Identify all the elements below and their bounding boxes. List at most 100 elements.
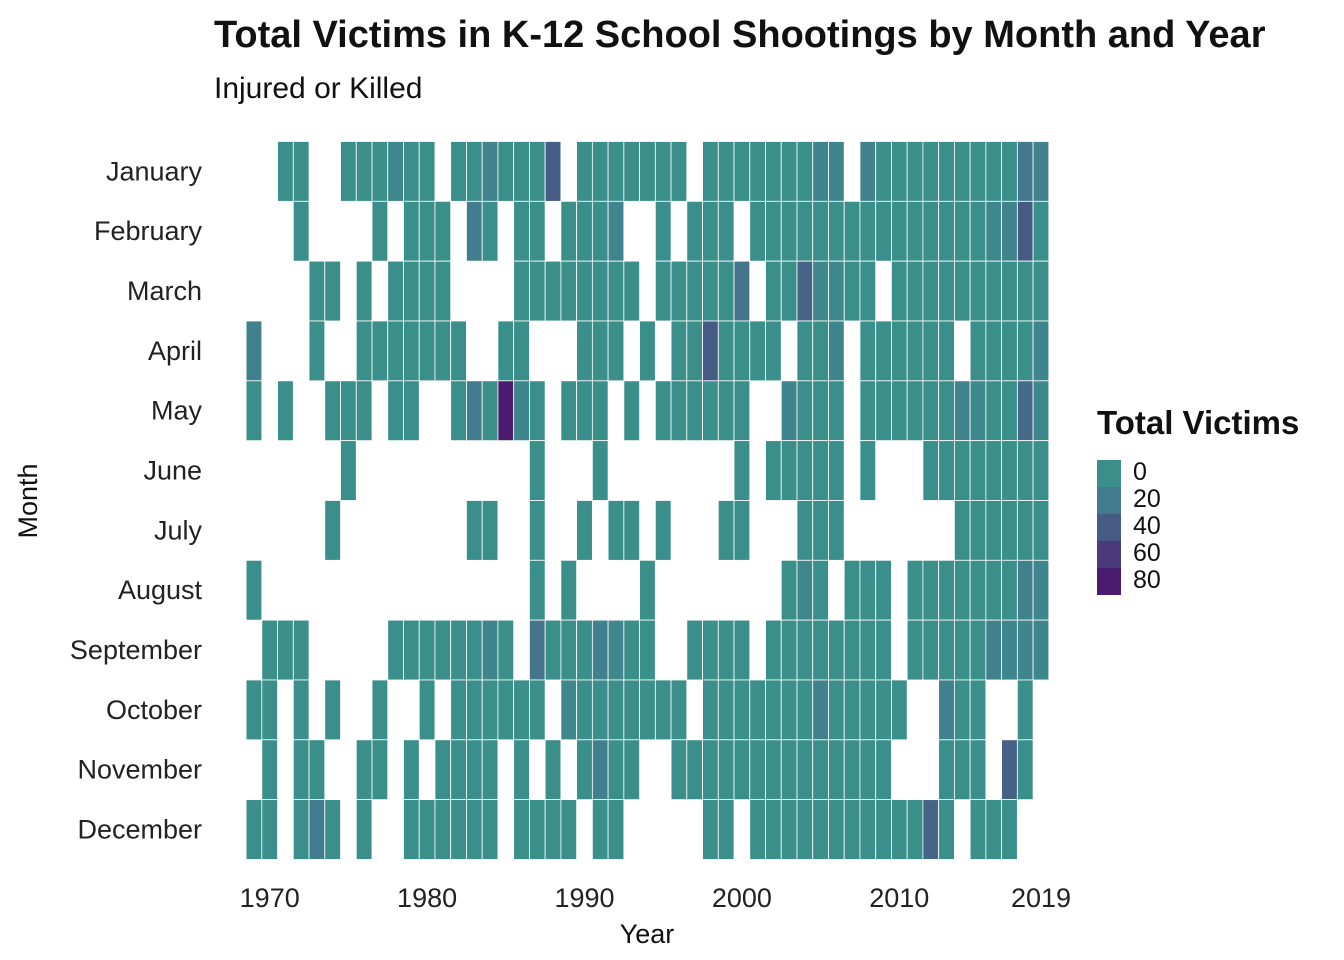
heatmap-cell-november-2007	[843, 739, 861, 801]
heatmap-cell-april-1998	[702, 320, 719, 382]
heatmap-cell-october-1977	[371, 679, 389, 741]
heatmap-cell-april-1980	[418, 320, 436, 382]
heatmap-cell-november-2008	[859, 739, 877, 801]
heatmap-cell-february-2001	[749, 200, 766, 262]
heatmap-cell-january-2004	[796, 141, 814, 202]
heatmap-cell-july-2000	[733, 500, 751, 561]
heatmap-cell-november-1970	[261, 739, 278, 801]
heatmap-cell-april-1994	[639, 320, 656, 382]
heatmap-cell-october-2018	[1016, 679, 1034, 741]
heatmap-cell-march-1989	[560, 260, 578, 322]
month-label-january: January	[106, 156, 203, 186]
heatmap-cell-october-2014	[953, 679, 971, 741]
heatmap-cell-november-2002	[765, 739, 782, 801]
heatmap-cell-december-2009	[875, 799, 892, 860]
heatmap-cell-december-2008	[859, 799, 877, 860]
heatmap-cell-march-1980	[418, 260, 436, 322]
heatmap-cell-january-1978	[387, 141, 404, 202]
heatmap-cell-september-2003	[780, 619, 798, 681]
heatmap-cell-september-1970	[261, 619, 278, 681]
heatmap-cell-january-2000	[733, 141, 751, 202]
heatmap-cell-february-2003	[780, 200, 798, 262]
heatmap-cell-march-1999	[717, 260, 735, 322]
heatmap-cell-may-2004	[796, 380, 814, 442]
heatmap-cell-november-1972	[292, 739, 310, 801]
year-tick-label-2019: 2019	[1011, 883, 1071, 913]
heatmap-cell-january-1983	[466, 141, 483, 202]
heatmap-cell-october-2002	[765, 679, 782, 741]
legend-label: 80	[1133, 566, 1161, 594]
heatmap-cell-may-2016	[985, 380, 1003, 442]
heatmap-cell-july-1993	[623, 500, 640, 561]
heatmap-cell-may-2000	[733, 380, 751, 442]
heatmap-cell-february-1995	[654, 200, 672, 262]
heatmap-cell-march-2000	[733, 260, 751, 322]
heatmap-cell-december-2006	[828, 799, 845, 860]
heatmap-cell-july-1992	[607, 500, 625, 561]
month-label-september: September	[70, 635, 202, 665]
heatmap-cell-october-1995	[654, 679, 672, 741]
heatmap-cell-january-2002	[765, 141, 782, 202]
heatmap-cell-april-2019	[1032, 320, 1050, 382]
heatmap-cell-april-1997	[686, 320, 703, 382]
heatmap-cell-september-1985	[497, 619, 515, 681]
heatmap-cell-november-1990	[576, 739, 593, 801]
heatmap-cell-may-2003	[780, 380, 798, 442]
heatmap-cell-march-1997	[686, 260, 703, 322]
heatmap-cell-december-1992	[607, 799, 625, 860]
heatmap-cell-october-2006	[828, 679, 845, 741]
legend-label: 60	[1133, 539, 1161, 567]
heatmap-cell-april-1990	[576, 320, 593, 382]
heatmap-cell-january-2012	[922, 141, 940, 202]
heatmap-cell-may-2010	[891, 380, 908, 442]
heatmap-cell-january-2016	[985, 141, 1003, 202]
heatmap-cell-july-2006	[828, 500, 845, 561]
heatmap-cell-september-1993	[623, 619, 640, 681]
heatmap-cell-august-2019	[1032, 559, 1050, 621]
heatmap-cell-january-1998	[702, 141, 719, 202]
year-tick-label-2010: 2010	[869, 883, 929, 913]
heatmap-cell-november-2005	[812, 739, 829, 801]
heatmap-cell-may-2009	[875, 380, 892, 442]
heatmap-cell-december-1974	[324, 799, 341, 860]
heatmap-cell-september-2005	[812, 619, 829, 681]
heatmap-cell-december-2007	[843, 799, 861, 860]
heatmap-cell-may-1999	[717, 380, 735, 442]
heatmap-cell-august-2018	[1016, 559, 1034, 621]
heatmap-cell-april-1991	[591, 320, 609, 382]
heatmap-cell-january-2013	[938, 141, 955, 202]
heatmap-cell-october-1983	[466, 679, 483, 741]
heatmap-cell-april-1996	[670, 320, 688, 382]
heatmap-cell-march-2002	[765, 260, 782, 322]
heatmap-cell-march-1981	[434, 260, 452, 322]
heatmap-cell-october-1974	[324, 679, 341, 741]
heatmap-cell-february-1984	[481, 200, 499, 262]
month-label-december: December	[77, 815, 202, 845]
heatmap-cell-may-2006	[828, 380, 845, 442]
heatmap-cell-december-1976	[355, 799, 373, 860]
heatmap-cell-january-2019	[1032, 141, 1050, 202]
heatmap-cell-june-2004	[796, 440, 814, 501]
heatmap-cell-february-1999	[717, 200, 735, 262]
heatmap-cell-february-1991	[591, 200, 609, 262]
legend-swatch	[1097, 487, 1121, 514]
heatmap-cell-february-1977	[371, 200, 389, 262]
heatmap-cell-october-1985	[497, 679, 515, 741]
heatmap-cell-october-1994	[639, 679, 656, 741]
heatmap-cell-january-2014	[953, 141, 971, 202]
heatmap-cell-september-1987	[529, 619, 546, 681]
heatmap-cell-october-1993	[623, 679, 640, 741]
heatmap-cells	[245, 141, 1050, 860]
heatmap-cell-october-1982	[450, 679, 467, 741]
heatmap-cell-march-2015	[969, 260, 987, 322]
heatmap-cell-march-1995	[654, 260, 672, 322]
heatmap-cell-april-1976	[355, 320, 373, 382]
legend-swatch	[1097, 541, 1121, 568]
heatmap-cell-january-2017	[1001, 141, 1018, 202]
heatmap-cell-april-2005	[812, 320, 829, 382]
heatmap-cell-october-1986	[513, 679, 530, 741]
heatmap-cell-december-2013	[938, 799, 955, 860]
heatmap-cell-july-2015	[969, 500, 987, 561]
heatmap-cell-january-1971	[277, 141, 294, 202]
